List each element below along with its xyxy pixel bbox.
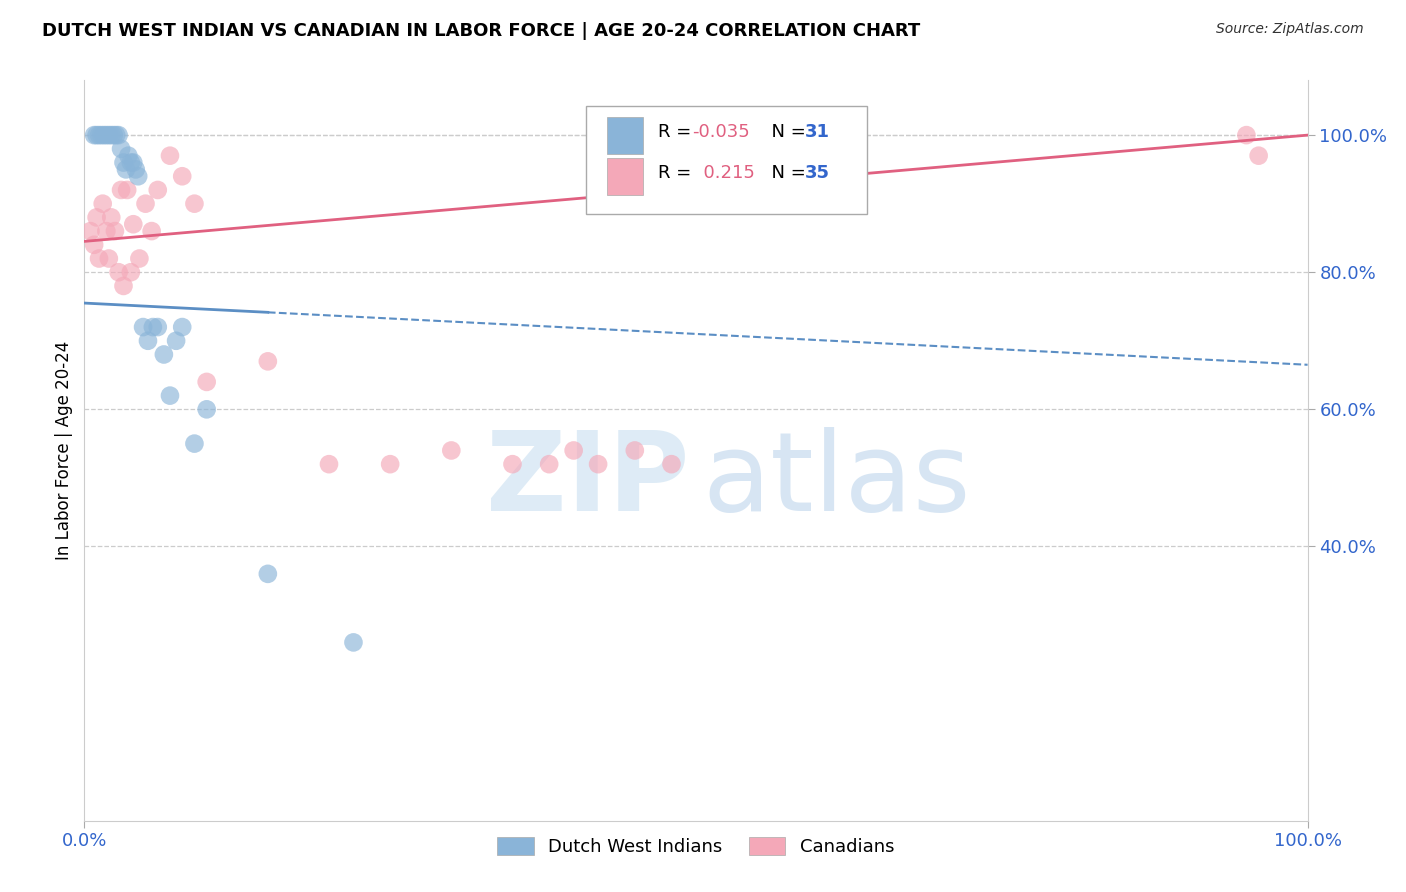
- Point: [103, 128, 125, 142]
- Point: [86, 211, 108, 225]
- Point: [132, 320, 155, 334]
- Point: [87, 128, 110, 142]
- Point: [318, 457, 340, 471]
- Text: -0.035: -0.035: [692, 123, 749, 141]
- Text: Source: ZipAtlas.com: Source: ZipAtlas.com: [1216, 22, 1364, 37]
- Text: N =: N =: [759, 164, 811, 182]
- Point: [1247, 149, 1270, 163]
- Point: [342, 635, 364, 649]
- Point: [110, 142, 132, 156]
- Point: [91, 196, 114, 211]
- Point: [183, 436, 205, 450]
- Point: [125, 162, 148, 177]
- Point: [135, 196, 157, 211]
- Point: [105, 128, 128, 142]
- Text: 31: 31: [804, 123, 830, 141]
- Text: N =: N =: [759, 123, 811, 141]
- Y-axis label: In Labor Force | Age 20-24: In Labor Force | Age 20-24: [55, 341, 73, 560]
- Point: [159, 389, 181, 403]
- Text: 35: 35: [804, 164, 830, 182]
- Point: [112, 155, 135, 169]
- Point: [142, 320, 165, 334]
- Point: [562, 443, 585, 458]
- Point: [159, 149, 181, 163]
- Point: [112, 279, 135, 293]
- Point: [122, 217, 145, 231]
- Point: [380, 457, 402, 471]
- Point: [100, 128, 122, 142]
- Point: [115, 162, 138, 177]
- Point: [117, 149, 139, 163]
- Point: [97, 252, 120, 266]
- Point: [586, 457, 609, 471]
- Point: [83, 237, 105, 252]
- FancyBboxPatch shape: [586, 106, 868, 213]
- Point: [538, 457, 561, 471]
- Point: [93, 128, 115, 142]
- Point: [86, 128, 108, 142]
- Point: [172, 169, 194, 184]
- Point: [146, 183, 169, 197]
- Point: [83, 128, 105, 142]
- Legend: Dutch West Indians, Canadians: Dutch West Indians, Canadians: [491, 830, 901, 863]
- Point: [172, 320, 194, 334]
- Point: [107, 265, 129, 279]
- Point: [440, 443, 463, 458]
- Point: [107, 128, 129, 142]
- Point: [90, 128, 112, 142]
- Point: [153, 347, 176, 361]
- Point: [624, 443, 647, 458]
- Text: R =: R =: [658, 164, 697, 182]
- Point: [195, 375, 218, 389]
- Point: [146, 320, 169, 334]
- Point: [104, 224, 127, 238]
- Text: 0.215: 0.215: [692, 164, 755, 182]
- FancyBboxPatch shape: [606, 158, 644, 195]
- Point: [128, 252, 150, 266]
- Text: atlas: atlas: [702, 426, 970, 533]
- Point: [79, 224, 101, 238]
- Point: [127, 169, 149, 184]
- Point: [120, 155, 142, 169]
- Point: [165, 334, 187, 348]
- FancyBboxPatch shape: [606, 118, 644, 154]
- Point: [110, 183, 132, 197]
- Point: [661, 457, 683, 471]
- Point: [136, 334, 159, 348]
- Point: [1236, 128, 1258, 142]
- Point: [87, 252, 110, 266]
- Point: [183, 196, 205, 211]
- Point: [100, 211, 122, 225]
- Point: [97, 128, 120, 142]
- Text: R =: R =: [658, 123, 697, 141]
- Point: [96, 128, 118, 142]
- Point: [120, 265, 142, 279]
- Point: [257, 354, 280, 368]
- Point: [141, 224, 163, 238]
- Point: [122, 155, 145, 169]
- Text: ZIP: ZIP: [486, 426, 690, 533]
- Point: [115, 183, 138, 197]
- Text: DUTCH WEST INDIAN VS CANADIAN IN LABOR FORCE | AGE 20-24 CORRELATION CHART: DUTCH WEST INDIAN VS CANADIAN IN LABOR F…: [42, 22, 921, 40]
- Point: [502, 457, 524, 471]
- Point: [96, 224, 118, 238]
- Point: [195, 402, 218, 417]
- Point: [257, 566, 280, 581]
